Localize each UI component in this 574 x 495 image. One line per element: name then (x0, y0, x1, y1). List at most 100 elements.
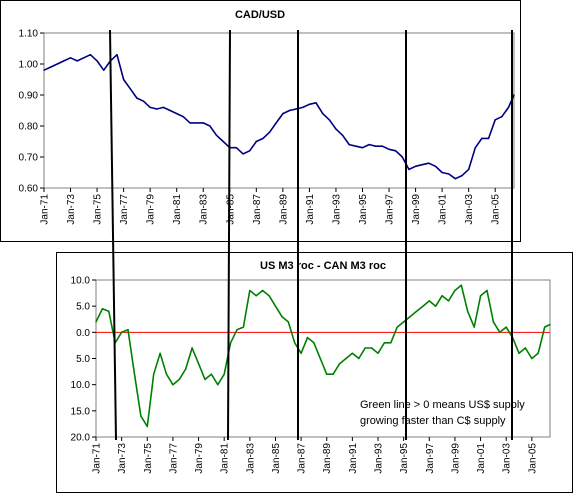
m3-roc-data-point (261, 289, 264, 292)
cad-usd-data-point (308, 103, 311, 106)
m3-roc-y-tick-label: 10.0 (71, 380, 91, 391)
m3-roc-data-point (306, 336, 309, 339)
m3-roc-data-point (236, 329, 238, 331)
cad-usd-data-point (421, 164, 423, 166)
cad-usd-data-point (428, 162, 430, 164)
m3-roc-x-tick-label: Jan-97 (425, 443, 436, 474)
cad-usd-x-tick-label: Jan-91 (305, 194, 316, 225)
m3-roc-plot-area (95, 279, 551, 438)
cad-usd-data-point (507, 106, 510, 109)
m3-roc-data-point (370, 347, 373, 349)
m3-roc-data-point (428, 300, 430, 302)
cad-usd-data-point (322, 112, 324, 115)
cad-usd-x-tick-label: Jan-93 (331, 194, 342, 225)
m3-roc-data-point (268, 295, 270, 297)
cad-usd-x-tick-label: Jan-79 (146, 194, 157, 225)
m3-roc-x-tick-label: Jan-87 (297, 443, 308, 474)
m3-roc-x-tick-label: Jan-03 (502, 443, 513, 474)
cad-usd-y-tick-label: 1.00 (19, 60, 39, 71)
cad-usd-data-point (49, 66, 52, 68)
m3-roc-y-tick-label: 15.0 (71, 406, 91, 417)
m3-roc-y-tick-label: 5.0 (76, 354, 90, 365)
cad-usd-data-point (169, 109, 171, 112)
m3-roc-title: US M3 roc - CAN M3 roc (260, 260, 386, 272)
cad-usd-data-point (56, 63, 58, 65)
cad-usd-data-point (434, 165, 437, 167)
m3-roc-x-tick-label: Jan-93 (374, 443, 385, 474)
cad-usd-data-point (129, 88, 131, 90)
cad-usd-data-point (242, 153, 244, 155)
cad-usd-x-tick-label: Jan-95 (358, 194, 369, 225)
cad-usd-data-point (328, 119, 330, 121)
cad-usd-data-point (441, 171, 443, 174)
cad-usd-x-tick-label: Jan-99 (411, 194, 422, 225)
cad-usd-y-tick-label: 0.60 (19, 184, 39, 195)
m3-roc-data-point (473, 326, 475, 328)
cad-usd-data-point (122, 78, 125, 81)
m3-roc-x-tick-label: Jan-77 (168, 443, 179, 474)
m3-roc-y-tick-label: 20.0 (71, 433, 91, 444)
cad-usd-data-point (69, 57, 72, 59)
m3-roc-data-point (447, 300, 450, 302)
cad-usd-data-point (43, 69, 45, 71)
cad-usd-series-line (43, 53, 515, 180)
cad-usd-data-point (202, 122, 204, 124)
cad-usd-data-point (355, 145, 357, 147)
annotation-line-1: Green line > 0 means US$ supply (360, 399, 525, 411)
m3-roc-data-point (415, 310, 418, 313)
cad-usd-data-point (474, 147, 476, 149)
cad-usd-data-point (275, 122, 277, 124)
m3-roc-data-point (383, 342, 386, 344)
m3-roc-data-point (524, 347, 527, 349)
m3-roc-data-point (345, 357, 347, 360)
cad-usd-x-tick-label: Jan-75 (93, 194, 104, 225)
cad-usd-x-tick-label: Jan-05 (491, 194, 502, 225)
m3-roc-data-point (191, 347, 193, 349)
m3-roc-data-point (172, 384, 174, 386)
m3-roc-x-tick-label: Jan-95 (399, 443, 410, 474)
cad-usd-data-point (162, 106, 165, 109)
cad-usd-y-tick-label: 0.70 (19, 153, 39, 164)
cad-usd-data-point (268, 131, 271, 133)
cad-usd-data-point (209, 125, 211, 127)
cad-usd-data-point (448, 173, 450, 175)
cad-usd-data-point (408, 168, 410, 171)
m3-roc-data-point (332, 373, 334, 375)
cad-usd-y-tick-label: 0.90 (19, 91, 39, 102)
m3-roc-data-point (313, 342, 315, 344)
m3-roc-data-point (281, 315, 283, 318)
m3-roc-data-point (338, 363, 341, 365)
m3-roc-data-point (422, 305, 424, 307)
cad-usd-data-point (375, 145, 377, 147)
cad-usd-data-point (494, 119, 496, 121)
m3-roc-data-point (223, 373, 225, 375)
m3-roc-data-point (300, 352, 302, 354)
annotation-line-2: growing faster than C$ supply (360, 415, 506, 427)
cad-usd-x-tick-label: Jan-97 (385, 194, 396, 225)
m3-roc-data-point (287, 321, 289, 323)
cad-usd-y-tick-label: 0.80 (19, 122, 39, 133)
m3-roc-data-point (249, 289, 251, 292)
m3-roc-data-point (204, 378, 206, 381)
cad-usd-data-point (513, 94, 515, 96)
turning-point-line (227, 29, 231, 441)
m3-roc-data-point (294, 342, 296, 344)
m3-roc-data-point (210, 373, 213, 375)
m3-roc-x-tick-label: Jan-71 (92, 443, 103, 474)
m3-roc-data-point (127, 329, 129, 331)
m3-roc-data-point (351, 352, 354, 354)
m3-roc-data-point (460, 284, 462, 286)
m3-roc-data-point (319, 357, 321, 360)
m3-roc-data-point (326, 373, 328, 375)
m3-roc-data-point (479, 295, 482, 297)
m3-roc-series-line (95, 284, 551, 428)
cad-usd-data-point (83, 57, 85, 59)
cad-usd-data-point (63, 60, 65, 62)
turning-point-lines (109, 29, 513, 441)
cad-usd-plot-area (43, 32, 515, 189)
m3-roc-data-point (531, 357, 533, 360)
m3-roc-data-point (454, 289, 456, 292)
cad-usd-data-point (361, 147, 364, 149)
